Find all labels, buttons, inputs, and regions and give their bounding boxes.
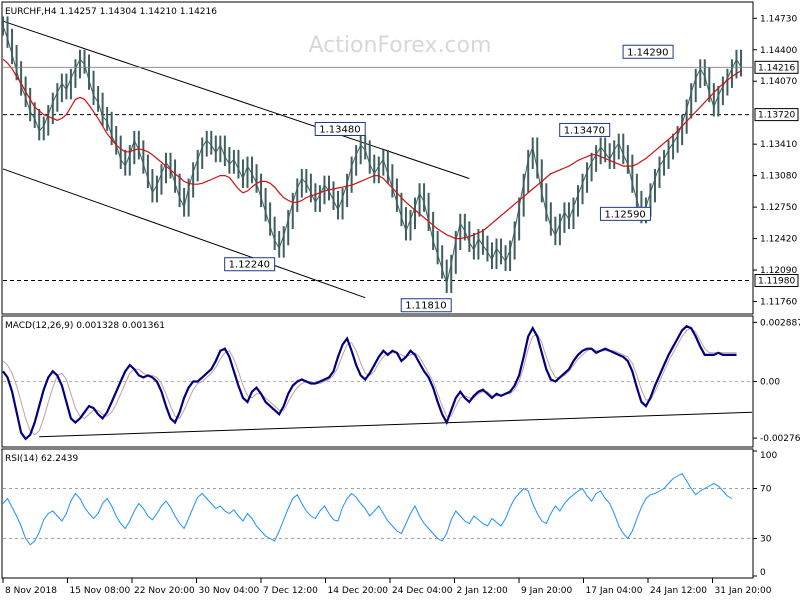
price-annotation-box [559, 122, 611, 137]
price-y-tick-label: 1.13080 [760, 172, 797, 182]
x-tick-label: 2 Jan 12:00 [457, 586, 509, 596]
price-y-axis: 1.14730 1.14400 1.14070 1.13410 1.13080 1.127… [753, 14, 797, 308]
macd-pane: MACD(12,26,9) 0.001328 0.001361 0.002887… [1, 315, 800, 448]
rsi-y-tick-label: 70 [760, 485, 772, 495]
macd-y-axis: 0.002887 0.00 -0.002764 [3, 318, 800, 444]
rsi-y-tick-label: 100 [760, 451, 777, 461]
macd-support-line [39, 411, 753, 438]
macd-y-tick-label: 0.002887 [760, 318, 800, 328]
current-price-label: 1.14216 [758, 63, 795, 73]
price-sma-line [2, 58, 742, 240]
x-tick-label: 15 Nov 08:00 [70, 586, 131, 596]
x-tick-label: 9 Jan 20:00 [521, 586, 573, 596]
macd-y-tick-label: -0.002764 [760, 434, 800, 444]
price-y-tick-label: 1.12090 [760, 266, 797, 276]
price-pane-frame [1, 1, 754, 315]
x-tick-label: 7 Dec 12:00 [263, 586, 318, 596]
macd-pane-title: MACD(12,26,9) 0.001328 0.001361 [5, 321, 165, 331]
price-level-lines: 1.13720 1.11980 [3, 108, 799, 288]
rsi-y-tick-label: 0 [760, 568, 766, 578]
price-y-tick-label: 1.14400 [760, 46, 797, 56]
macd-signal-line [2, 327, 737, 436]
current-price-tag [754, 60, 799, 74]
price-y-tick-label: 1.14070 [760, 77, 797, 87]
x-tick-label: 30 Nov 04:00 [199, 586, 260, 596]
price-annotations: 1.14290 1.13480 1.13470 1.12590 1.12240 1.118… [224, 44, 674, 313]
price-close-line [2, 25, 742, 286]
rsi-y-tick-label: 30 [760, 535, 772, 545]
x-tick-label: 14 Dec 20:00 [328, 586, 389, 596]
price-trendline [2, 168, 366, 299]
macd-y-tick-label: 0.00 [760, 378, 780, 388]
x-tick-label: 8 Nov 2018 [5, 586, 57, 596]
x-tick-label: 22 Nov 20:00 [134, 586, 195, 596]
price-level-tag [754, 108, 799, 122]
current-price-marker: 1.14216 [3, 60, 799, 74]
price-series-group [2, 16, 742, 293]
price-annotation-label: 1.12590 [604, 209, 645, 220]
price-y-tick-label: 1.12750 [760, 203, 797, 213]
rsi-series-group [2, 472, 733, 546]
price-annotation-box [622, 44, 674, 59]
price-y-tick-label: 1.13410 [760, 140, 797, 150]
price-annotation-box [314, 121, 366, 136]
price-level-label: 1.11980 [758, 277, 795, 287]
rsi-pane: RSI(14) 62.2439 100 70 30 0 [1, 448, 777, 579]
price-trendlines [2, 20, 470, 299]
macd-series-group [2, 324, 737, 441]
price-annotation-label: 1.13470 [564, 125, 605, 136]
price-annotation-box [599, 206, 651, 221]
x-tick-label: 17 Jan 04:00 [586, 586, 643, 596]
price-annotation-label: 1.11810 [405, 301, 446, 312]
rsi-line [2, 472, 733, 546]
rsi-pane-frame [1, 448, 754, 579]
rsi-y-axis: 100 70 30 0 [753, 450, 777, 578]
macd-line [2, 324, 737, 441]
price-annotation-box [400, 298, 452, 313]
watermark: ActionForex.com [309, 33, 492, 58]
price-pane-title: EURCHF,H4 1.14257 1.14304 1.14210 1.1421… [5, 7, 217, 17]
price-level-label: 1.13720 [758, 111, 795, 121]
x-tick-label: 31 Jan 20:00 [715, 586, 772, 596]
x-axis: 8 Nov 2018 15 Nov 08:00 22 Nov 20:00 30 Nov… [2, 578, 772, 596]
price-trendline [2, 20, 470, 179]
price-annotation-box [224, 257, 276, 272]
macd-trendline [39, 411, 753, 438]
price-annotation-label: 1.14290 [627, 47, 668, 58]
price-y-tick-label: 1.11760 [760, 298, 797, 308]
x-tick-label: 24 Dec 04:00 [392, 586, 453, 596]
price-pane: ActionForex.com EURCHF,H4 1.14257 1.1430… [1, 1, 799, 315]
rsi-pane-title: RSI(14) 62.2439 [5, 454, 78, 464]
price-annotation-label: 1.12240 [229, 260, 270, 271]
price-annotation-label: 1.13480 [319, 124, 360, 135]
price-y-tick-label: 1.14730 [760, 14, 797, 24]
price-level-tag [754, 274, 799, 288]
x-tick-label: 24 Jan 12:00 [650, 586, 707, 596]
price-y-tick-label: 1.12420 [760, 235, 797, 245]
